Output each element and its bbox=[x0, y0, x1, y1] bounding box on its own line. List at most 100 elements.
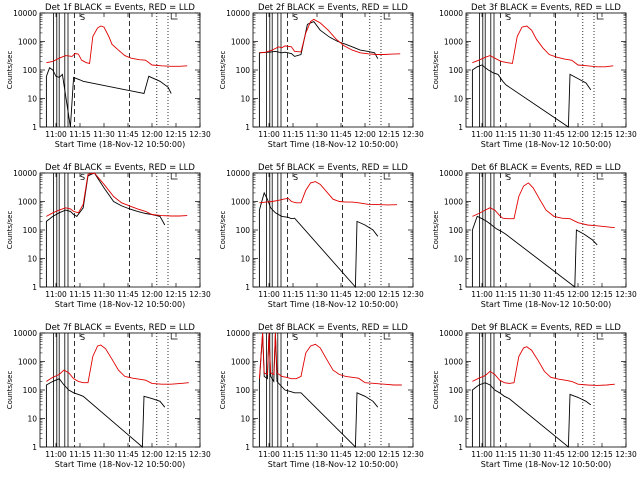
annotation-bracket bbox=[596, 13, 604, 20]
events-series-line bbox=[45, 378, 166, 448]
panel-title: Det 2f BLACK = Events, RED = LLD bbox=[258, 3, 408, 13]
plot-frame bbox=[465, 172, 627, 288]
annotation-bracket bbox=[596, 173, 604, 180]
plot-frame bbox=[252, 332, 414, 448]
x-tick-label: 11:00 bbox=[45, 130, 67, 139]
annotation-label: S bbox=[293, 173, 298, 182]
y-axis-label: Counts/sec bbox=[219, 211, 227, 250]
x-axis-label: Start Time (18-Nov-12 10:50:00) bbox=[55, 300, 185, 309]
x-tick-label: 12:00 bbox=[354, 290, 376, 299]
panel-title: Det 7f BLACK = Events, RED = LLD bbox=[45, 323, 195, 333]
plot-frame bbox=[39, 12, 201, 128]
y-tick-label: 10000 bbox=[13, 329, 37, 338]
y-tick-label: 10 bbox=[27, 95, 37, 104]
x-tick-label: 12:30 bbox=[402, 290, 424, 299]
panel-title: Det 6f BLACK = Events, RED = LLD bbox=[471, 163, 621, 173]
x-axis-label: Start Time (18-Nov-12 10:50:00) bbox=[268, 300, 398, 309]
x-tick-label: 12:15 bbox=[165, 130, 187, 139]
x-tick-label: 11:15 bbox=[495, 290, 517, 299]
x-tick-label: 11:15 bbox=[282, 130, 304, 139]
events-series-line bbox=[258, 191, 379, 289]
x-tick-label: 12:00 bbox=[141, 130, 163, 139]
y-tick-label: 10 bbox=[453, 95, 463, 104]
y-tick-label: 100 bbox=[23, 386, 38, 395]
x-tick-label: 12:15 bbox=[165, 450, 187, 459]
y-tick-label: 1000 bbox=[444, 198, 463, 207]
y-tick-label: 100 bbox=[449, 66, 464, 75]
y-axis-label: Counts/sec bbox=[432, 371, 440, 410]
y-tick-label: 100 bbox=[236, 66, 251, 75]
x-tick-label: 11:00 bbox=[471, 450, 493, 459]
x-tick-label: 11:00 bbox=[45, 290, 67, 299]
annotation-label: S bbox=[80, 13, 85, 22]
x-tick-label: 11:00 bbox=[258, 290, 280, 299]
x-tick-label: 11:15 bbox=[495, 130, 517, 139]
x-tick-label: 12:15 bbox=[378, 130, 400, 139]
y-tick-label: 100 bbox=[449, 226, 464, 235]
y-tick-label: 1 bbox=[245, 283, 250, 292]
lld-series-line bbox=[472, 182, 615, 229]
x-tick-label: 11:45 bbox=[330, 450, 352, 459]
y-tick-label: 10000 bbox=[226, 9, 250, 18]
lld-series-line bbox=[46, 172, 188, 217]
annotation-bracket bbox=[383, 173, 391, 180]
panel-title: Det 9f BLACK = Events, RED = LLD bbox=[471, 323, 621, 333]
y-axis-label: Counts/sec bbox=[219, 51, 227, 90]
detector-panel: Det 1f BLACK = Events, RED = LLD 1 10 100 10… bbox=[6, 3, 211, 149]
y-axis-label: Counts/sec bbox=[219, 371, 227, 410]
events-series-line bbox=[258, 332, 379, 449]
x-tick-label: 12:30 bbox=[189, 290, 211, 299]
x-tick-label: 11:30 bbox=[93, 130, 115, 139]
y-tick-label: 10000 bbox=[439, 169, 463, 178]
x-tick-label: 11:15 bbox=[282, 450, 304, 459]
events-series-line bbox=[45, 172, 166, 287]
x-axis-label: Start Time (18-Nov-12 10:50:00) bbox=[481, 300, 611, 309]
panel-title: Det 1f BLACK = Events, RED = LLD bbox=[45, 3, 195, 13]
x-tick-label: 12:30 bbox=[189, 450, 211, 459]
y-tick-label: 10 bbox=[27, 255, 37, 264]
x-tick-label: 11:30 bbox=[519, 450, 541, 459]
x-tick-label: 12:00 bbox=[354, 130, 376, 139]
x-tick-label: 12:30 bbox=[402, 450, 424, 459]
x-tick-label: 12:00 bbox=[141, 290, 163, 299]
y-tick-label: 1 bbox=[32, 283, 37, 292]
y-tick-label: 1 bbox=[245, 443, 250, 452]
detector-panel: Det 4f BLACK = Events, RED = LLD 1 10 100 10… bbox=[6, 163, 211, 309]
x-axis-label: Start Time (18-Nov-12 10:50:00) bbox=[55, 460, 185, 469]
y-tick-label: 10 bbox=[240, 415, 250, 424]
lld-series-line bbox=[258, 332, 402, 386]
plot-frame bbox=[39, 332, 201, 448]
x-tick-label: 11:00 bbox=[258, 130, 280, 139]
x-tick-label: 11:30 bbox=[93, 290, 115, 299]
y-tick-label: 100 bbox=[449, 386, 464, 395]
detector-panel: Det 6f BLACK = Events, RED = LLD 1 10 100 10… bbox=[432, 163, 637, 309]
x-tick-label: 11:45 bbox=[330, 130, 352, 139]
annotation-bracket bbox=[170, 173, 178, 180]
detector-panel: Det 9f BLACK = Events, RED = LLD 1 10 100 10… bbox=[432, 323, 637, 469]
y-tick-label: 1 bbox=[458, 443, 463, 452]
y-tick-label: 1000 bbox=[18, 358, 37, 367]
events-series-line bbox=[45, 66, 172, 128]
x-tick-label: 12:30 bbox=[615, 450, 637, 459]
lld-series-line bbox=[46, 344, 189, 385]
y-axis-label: Counts/sec bbox=[432, 51, 440, 90]
detector-panel: Det 5f BLACK = Events, RED = LLD 1 10 100 10… bbox=[219, 163, 424, 309]
detector-panel: Det 2f BLACK = Events, RED = LLD 1 10 100 10… bbox=[219, 3, 424, 149]
y-tick-label: 10 bbox=[240, 95, 250, 104]
x-tick-label: 12:30 bbox=[402, 130, 424, 139]
y-tick-label: 10000 bbox=[13, 169, 37, 178]
detector-panel: Det 8f BLACK = Events, RED = LLD 1 10 100 10… bbox=[219, 323, 424, 469]
annotation-label: S bbox=[506, 333, 511, 342]
x-axis-label: Start Time (18-Nov-12 10:50:00) bbox=[55, 140, 185, 149]
y-axis-label: Counts/sec bbox=[6, 211, 14, 250]
x-tick-label: 12:00 bbox=[567, 130, 589, 139]
y-tick-label: 1000 bbox=[231, 198, 250, 207]
y-tick-label: 10 bbox=[453, 255, 463, 264]
x-axis-label: Start Time (18-Nov-12 10:50:00) bbox=[268, 460, 398, 469]
x-tick-label: 12:15 bbox=[378, 450, 400, 459]
y-tick-label: 1000 bbox=[444, 358, 463, 367]
x-tick-label: 11:30 bbox=[93, 450, 115, 459]
y-tick-label: 1 bbox=[458, 123, 463, 132]
y-tick-label: 100 bbox=[23, 226, 38, 235]
y-tick-label: 1000 bbox=[444, 38, 463, 47]
